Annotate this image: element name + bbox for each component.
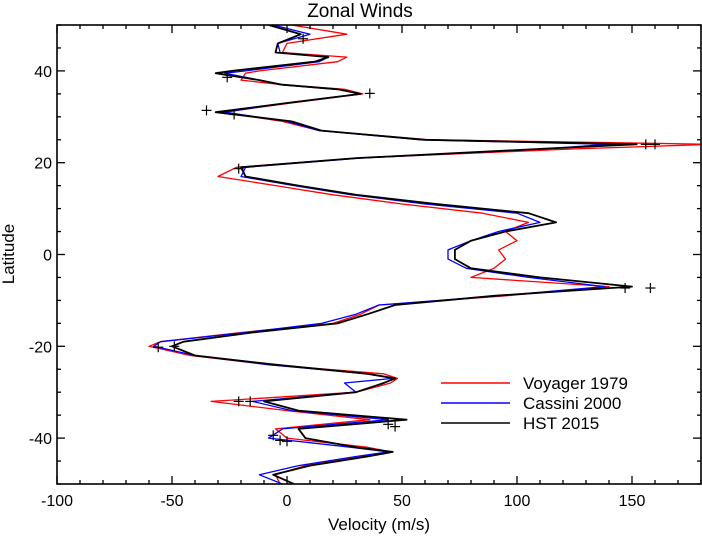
legend-item: Cassini 2000 <box>441 394 621 413</box>
plus-marker <box>298 33 309 44</box>
plus-marker <box>645 283 656 294</box>
plus-marker <box>169 341 180 352</box>
plus-marker <box>153 342 164 353</box>
x-tick-label: -50 <box>160 493 183 510</box>
plus-marker <box>233 163 244 174</box>
legend-item: HST 2015 <box>441 414 599 433</box>
series-line-voyager-1979 <box>148 25 701 484</box>
plot-frame <box>56 24 702 485</box>
plus-marker <box>620 283 631 294</box>
plus-marker <box>650 139 660 150</box>
legend-item: Voyager 1979 <box>441 374 628 393</box>
x-tick-label: 150 <box>619 493 646 510</box>
y-tick-label: 20 <box>34 156 52 173</box>
plus-marker <box>275 435 286 446</box>
x-axis-label: Velocity (m/s) <box>328 515 430 534</box>
tick-layer: -100 -50 0 50 100 150 -40 -20 0 20 40 <box>29 24 702 510</box>
plus-marker <box>229 109 240 120</box>
y-axis-label: Latitude <box>0 224 18 285</box>
plus-marker <box>201 105 212 116</box>
y-tick-label: -40 <box>29 431 52 448</box>
plus-marker <box>640 139 651 150</box>
plus-marker <box>364 88 375 99</box>
plus-marker <box>268 430 279 441</box>
plus-marker <box>233 396 244 407</box>
plus-marker <box>390 421 401 432</box>
series-line-hst-2015 <box>171 25 638 484</box>
y-tick-label: 40 <box>34 64 52 81</box>
legend-label: Cassini 2000 <box>523 394 621 413</box>
x-tick-label: 100 <box>504 493 531 510</box>
chart-title: Zonal Winds <box>307 1 413 22</box>
plus-marker <box>222 72 233 83</box>
y-tick-label: -20 <box>29 339 52 356</box>
series-layer <box>148 25 701 484</box>
plus-marker <box>245 396 256 407</box>
x-tick-label: 0 <box>283 493 292 510</box>
y-tick-label: 0 <box>43 248 52 265</box>
plus-marker <box>383 419 394 430</box>
legend-label: HST 2015 <box>523 414 599 433</box>
plus-marker <box>282 436 292 447</box>
marker-layer <box>153 33 660 447</box>
legend-label: Voyager 1979 <box>523 374 628 393</box>
x-tick-label: 50 <box>393 493 411 510</box>
x-tick-label: -100 <box>41 493 73 510</box>
